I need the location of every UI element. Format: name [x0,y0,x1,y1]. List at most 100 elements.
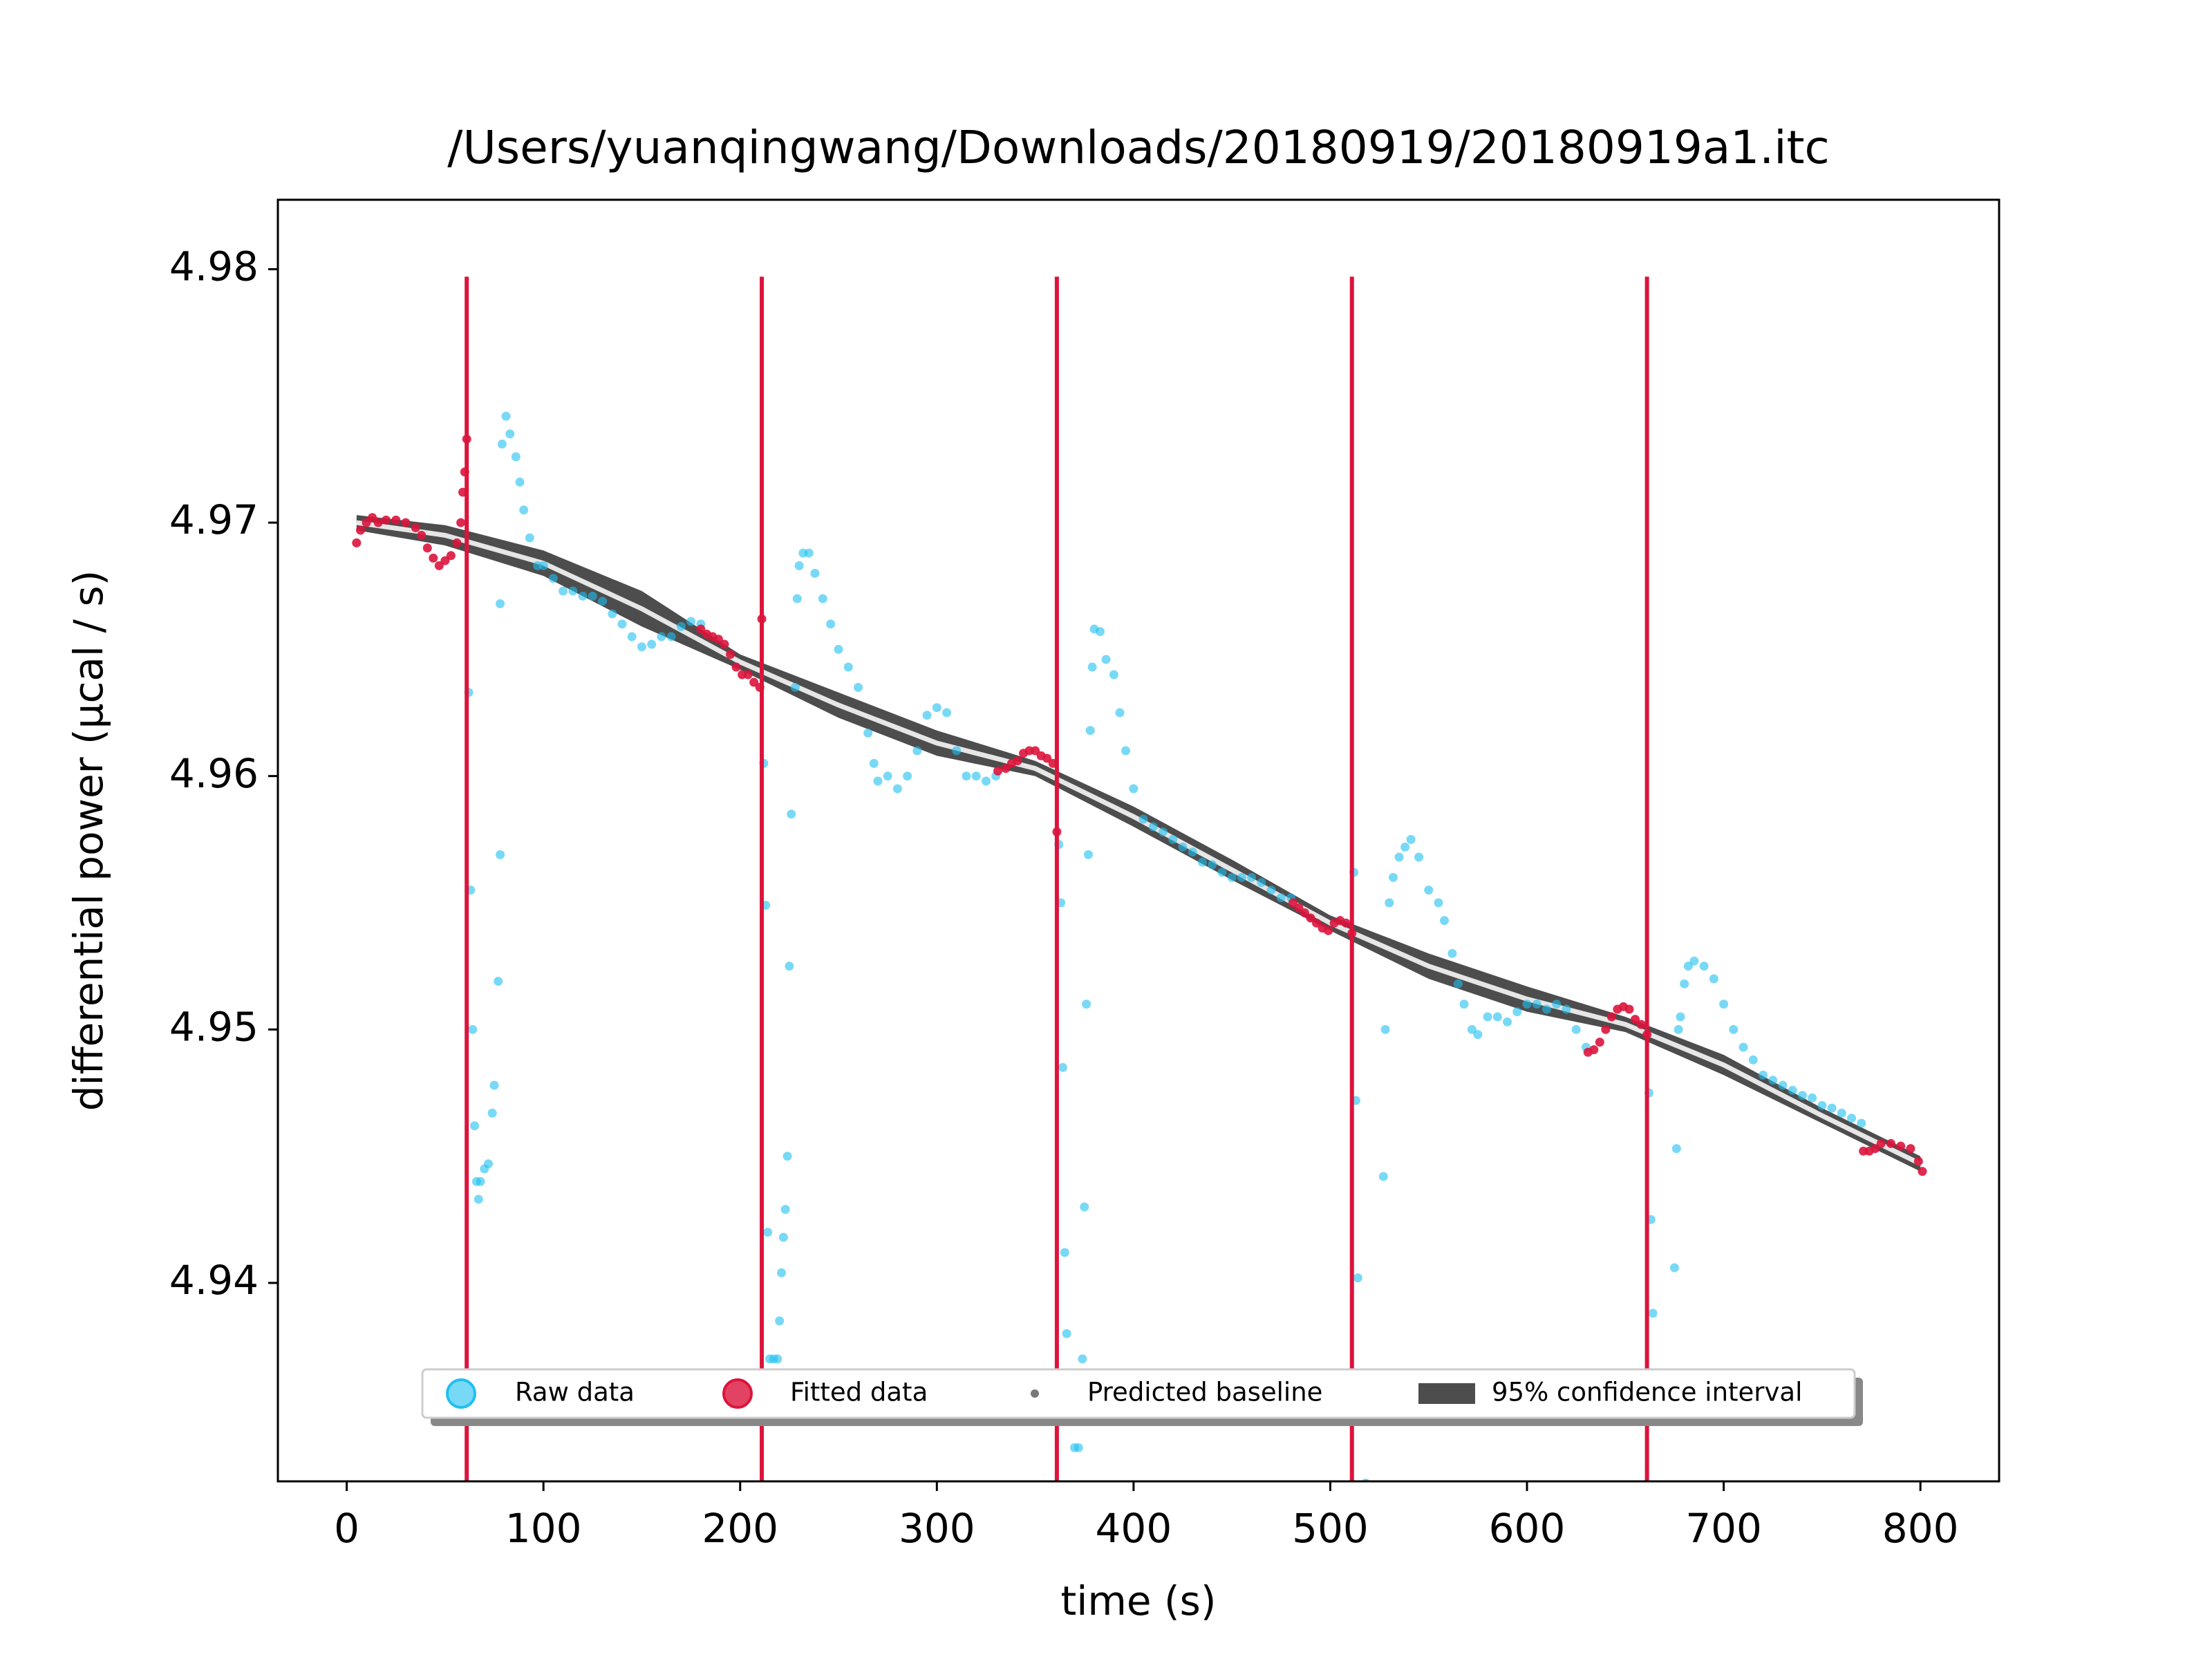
data-point [494,977,503,986]
data-point [401,518,411,527]
data-point [440,556,450,565]
legend-marker [446,1378,476,1409]
data-point [1101,655,1111,664]
data-point [456,518,466,527]
data-point [883,771,892,781]
y-tick-label: 4.94 [169,1257,259,1304]
data-point [863,728,873,738]
data-point [1440,916,1450,926]
data-point [1738,1042,1748,1052]
data-point [496,599,505,608]
data-point [782,1152,792,1161]
data-point [1406,834,1416,844]
data-point [1817,1100,1827,1110]
data-point [373,518,383,527]
data-point [1062,1329,1071,1338]
data-point [1353,1273,1362,1283]
data-point [1552,1000,1562,1009]
chart-title: /Users/yuanqingwang/Downloads/20180919/2… [447,121,1830,174]
data-point [826,619,836,629]
x-tick-label: 600 [1489,1505,1566,1552]
data-point [1601,1024,1611,1034]
data-point [993,766,1003,776]
data-point [1768,1076,1778,1085]
data-point [1492,1012,1502,1022]
data-point [1512,1007,1522,1017]
data-point [1148,822,1158,832]
data-point [1473,1030,1483,1040]
data-point [785,962,794,971]
x-tick-label: 200 [702,1505,778,1552]
data-point [1651,1481,1660,1490]
data-point [773,1354,782,1364]
x-tick-label: 800 [1882,1505,1959,1552]
data-point [794,561,804,570]
data-point [434,561,444,570]
data-point [1827,1103,1837,1113]
data-point [818,594,827,603]
data-point [843,662,853,672]
data-point [608,609,617,619]
data-point [1031,746,1040,756]
data-point [932,703,941,713]
data-point [834,644,843,654]
data-point [1400,842,1410,852]
data-point [1394,852,1404,862]
data-point [1453,979,1463,988]
data-point [1847,1114,1857,1123]
data-point [627,632,637,641]
data-point [519,505,529,515]
data-point [1459,1000,1469,1009]
data-point [775,1316,785,1326]
data-point [637,642,646,652]
x-tick-label: 100 [505,1505,582,1552]
data-point [1503,1017,1512,1027]
data-point [1159,827,1168,836]
data-point [417,530,427,540]
data-point [538,561,548,570]
data-point [810,568,820,578]
data-point [1341,918,1351,928]
legend-label: Fitted data [790,1378,928,1407]
data-point [1361,1479,1370,1481]
data-point [1324,926,1333,935]
data-point [1001,764,1011,774]
data-point [1748,1055,1758,1065]
data-point [362,518,371,527]
data-point [647,639,657,649]
legend-label: Predicted baseline [1087,1378,1322,1407]
data-point [489,1080,499,1090]
data-point [1378,1172,1388,1181]
data-point [1447,948,1457,958]
data-point [1227,872,1237,882]
legend-box [421,1368,1856,1419]
data-point [1434,898,1443,908]
data-point [382,515,391,525]
data-point [1087,662,1097,672]
data-point [1631,1015,1640,1024]
data-point [873,776,883,786]
data-point [743,670,753,679]
data-point [1109,670,1118,679]
data-point [778,1232,788,1242]
data-point [452,538,462,547]
data-point [1237,872,1246,882]
data-point [1115,708,1125,718]
data-point [726,650,735,659]
data-point [1589,1045,1599,1055]
data-point [429,553,438,563]
y-tick-label: 4.97 [169,496,259,543]
data-point [1857,1118,1866,1128]
data-point [1085,726,1095,735]
data-point [731,662,741,672]
data-point [1906,1144,1915,1154]
data-point [1414,852,1424,862]
data-point [1257,878,1266,888]
data-point [666,632,676,641]
data-point [1188,847,1197,857]
y-tick-label: 4.96 [169,750,259,797]
data-point [1759,1070,1768,1080]
data-point [1778,1080,1788,1090]
data-point [676,621,686,631]
overlay: 0 100 200 300 400 500 600 700 800 4.94 4.95 4.96 4.9… [169,198,2000,1552]
